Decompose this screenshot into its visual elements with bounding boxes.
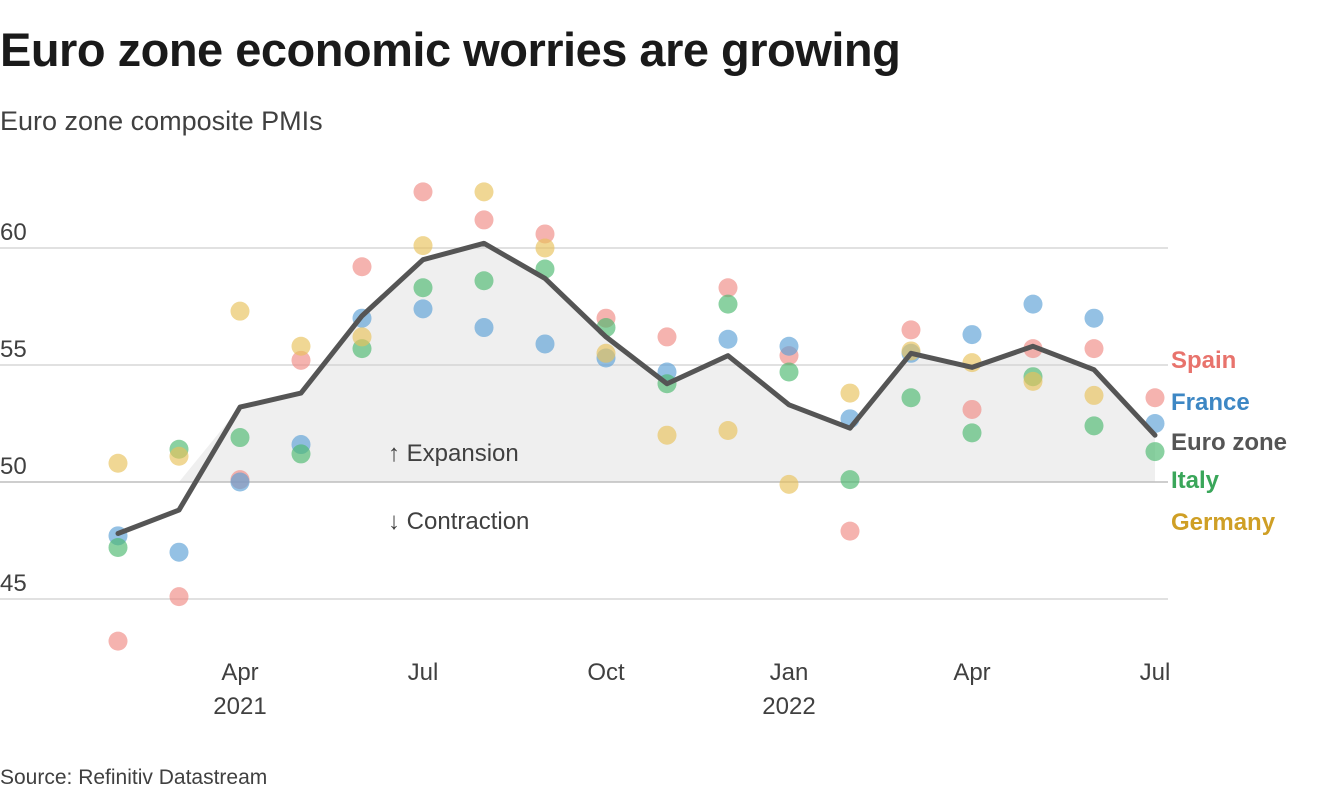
point-france-2021-08 bbox=[474, 318, 494, 338]
point-spain-2021-12 bbox=[718, 278, 738, 298]
x-tick-year-2022: 2022 bbox=[762, 693, 815, 720]
point-spain-2022-06 bbox=[1084, 339, 1104, 359]
point-italy-2021-07 bbox=[413, 278, 433, 298]
point-germany-2021-08 bbox=[474, 182, 494, 202]
point-france-2021-12 bbox=[718, 329, 738, 349]
y-tick-55: 55 bbox=[0, 336, 27, 363]
point-germany-2021-11 bbox=[657, 425, 677, 445]
point-italy-2022-07 bbox=[1145, 442, 1165, 462]
point-italy-2022-06 bbox=[1084, 416, 1104, 436]
point-spain-2022-04 bbox=[962, 399, 982, 419]
point-italy-2022-04 bbox=[962, 423, 982, 443]
point-germany-2022-06 bbox=[1084, 385, 1104, 405]
point-germany-2022-05 bbox=[1023, 371, 1043, 391]
legend: Spain France Euro zone Italy Germany bbox=[1171, 347, 1287, 536]
point-spain-2021-02 bbox=[108, 631, 128, 651]
point-italy-2021-04 bbox=[230, 428, 250, 448]
legend-germany: Germany bbox=[1171, 509, 1276, 536]
point-france-2022-05 bbox=[1023, 294, 1043, 314]
x-axis-ticks: Apr 2021 Jul Oct Jan 2022 Apr Jul bbox=[213, 659, 1170, 720]
point-italy-2021-12 bbox=[718, 294, 738, 314]
x-tick-2021-10: Oct bbox=[587, 659, 625, 686]
contraction-annotation: ↓ Contraction bbox=[388, 508, 529, 535]
chart-title: Euro zone economic worries are growing bbox=[0, 23, 901, 76]
point-spain-2021-08 bbox=[474, 210, 494, 230]
point-spain-2021-11 bbox=[657, 327, 677, 347]
point-france-2022-06 bbox=[1084, 308, 1104, 328]
point-italy-2021-05 bbox=[291, 444, 311, 464]
point-germany-2021-04 bbox=[230, 301, 250, 321]
line-series bbox=[115, 240, 1158, 536]
x-tick-2022-01: Jan bbox=[770, 659, 809, 686]
x-tick-2022-07: Jul bbox=[1140, 659, 1171, 686]
point-italy-2021-08 bbox=[474, 271, 494, 291]
point-france-2021-03 bbox=[169, 542, 189, 562]
point-germany-2021-05 bbox=[291, 336, 311, 356]
point-germany-2022-02 bbox=[840, 383, 860, 403]
annotations: ↑ Expansion ↓ Contraction bbox=[388, 440, 529, 535]
legend-france: France bbox=[1171, 389, 1250, 416]
point-france-2021-04 bbox=[230, 472, 250, 492]
point-germany-2021-07 bbox=[413, 236, 433, 256]
point-germany-2021-06 bbox=[352, 327, 372, 347]
point-germany-2021-09 bbox=[535, 238, 555, 258]
point-germany-2021-10 bbox=[596, 343, 616, 363]
point-italy-2021-02 bbox=[108, 538, 128, 558]
point-germany-2021-02 bbox=[108, 453, 128, 473]
legend-euro-zone: Euro zone bbox=[1171, 429, 1287, 456]
point-france-2021-07 bbox=[413, 299, 433, 319]
y-tick-60: 60 bbox=[0, 219, 27, 246]
source-note: Source: Refinitiv Datastream bbox=[0, 766, 268, 789]
point-spain-2021-06 bbox=[352, 257, 372, 277]
point-italy-2022-03 bbox=[901, 388, 921, 408]
point-germany-2021-03 bbox=[169, 446, 189, 466]
x-tick-2021-07: Jul bbox=[408, 659, 439, 686]
point-italy-2022-02 bbox=[840, 470, 860, 490]
x-tick-year-2021: 2021 bbox=[213, 693, 266, 720]
x-tick-2021-04: Apr bbox=[221, 659, 258, 686]
point-spain-2022-07 bbox=[1145, 388, 1165, 408]
y-tick-45: 45 bbox=[0, 570, 27, 597]
point-germany-2022-01 bbox=[779, 474, 799, 494]
point-italy-2022-01 bbox=[779, 362, 799, 382]
y-axis-ticks: 45 50 55 60 bbox=[0, 219, 27, 597]
point-france-2021-09 bbox=[535, 334, 555, 354]
point-germany-2021-12 bbox=[718, 421, 738, 441]
x-tick-2022-04: Apr bbox=[953, 659, 990, 686]
point-spain-2021-05 bbox=[291, 350, 311, 370]
point-france-2022-04 bbox=[962, 325, 982, 345]
point-france-2022-01 bbox=[779, 336, 799, 356]
chart-subtitle: Euro zone composite PMIs bbox=[0, 106, 323, 136]
point-spain-2021-07 bbox=[413, 182, 433, 202]
expansion-annotation: ↑ Expansion bbox=[388, 440, 519, 467]
series-line-euro-zone bbox=[115, 240, 1158, 536]
y-tick-50: 50 bbox=[0, 453, 27, 480]
legend-spain: Spain bbox=[1171, 347, 1236, 374]
legend-italy: Italy bbox=[1171, 467, 1220, 494]
point-spain-2021-03 bbox=[169, 587, 189, 607]
point-spain-2022-02 bbox=[840, 521, 860, 541]
point-spain-2021-09 bbox=[535, 224, 555, 244]
point-spain-2022-03 bbox=[901, 320, 921, 340]
